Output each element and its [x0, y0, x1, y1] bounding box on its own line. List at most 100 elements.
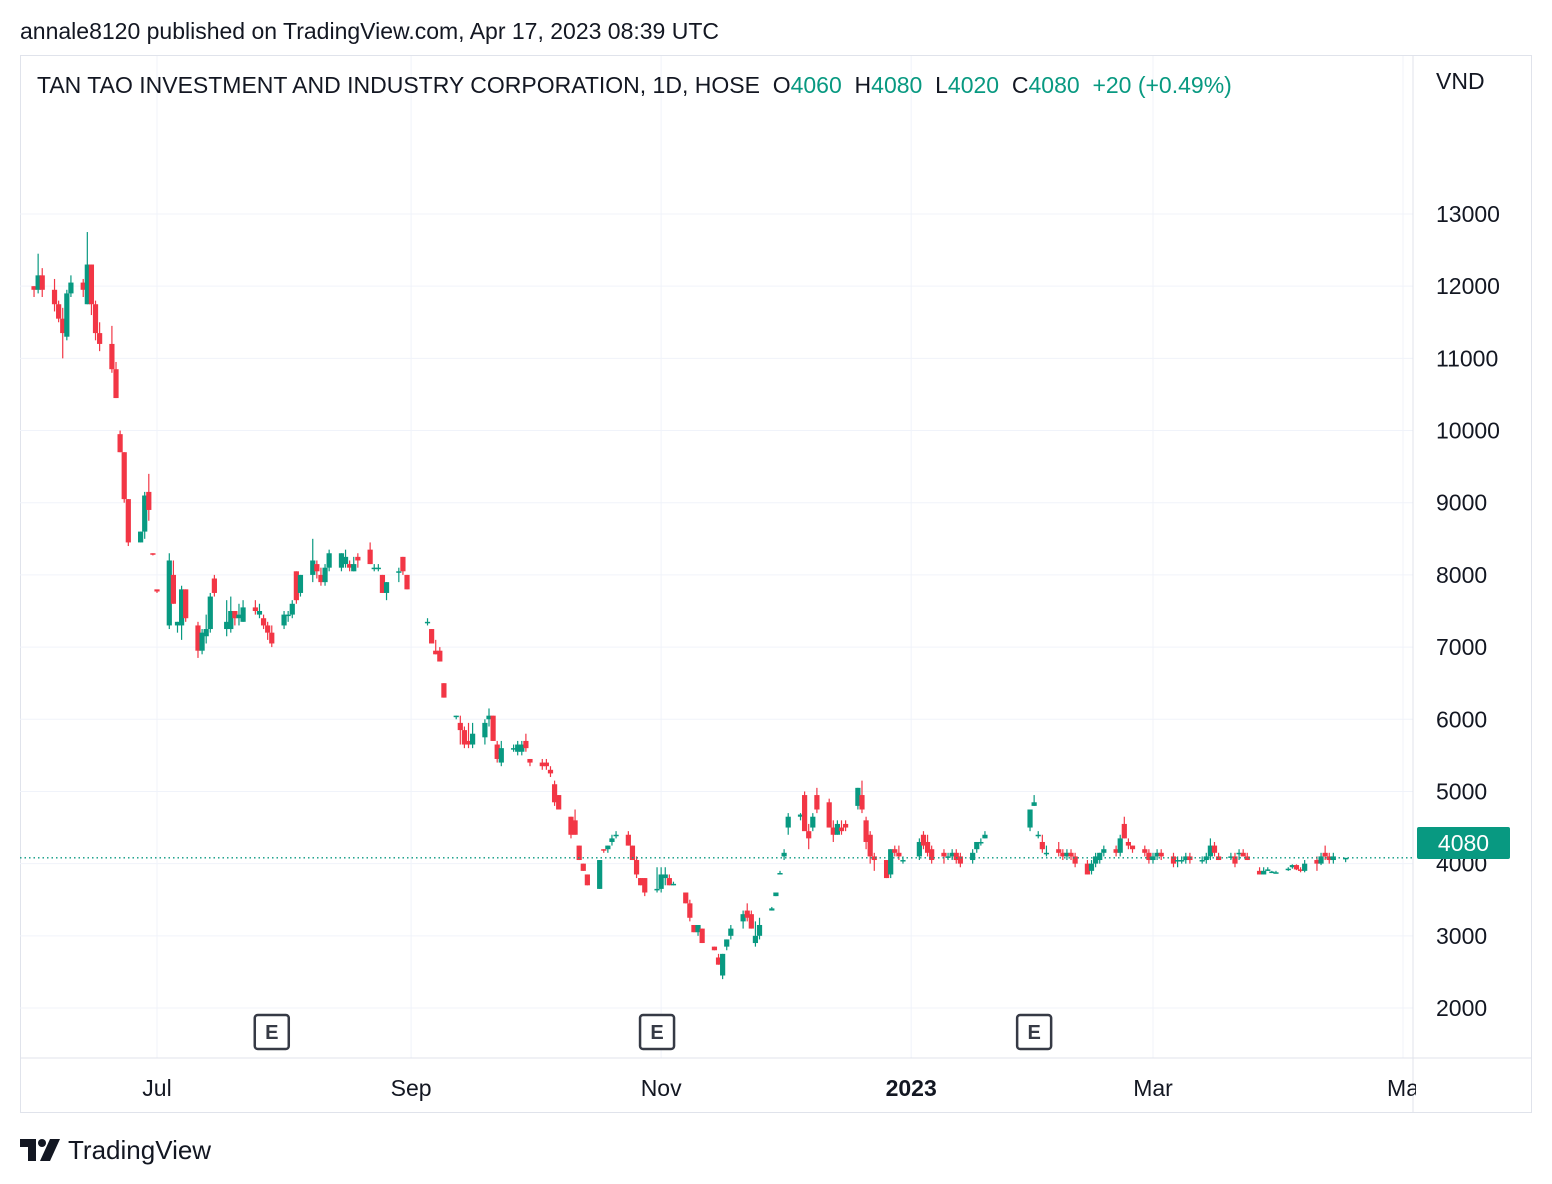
candle-body	[232, 611, 238, 619]
candle-body	[666, 878, 672, 886]
candle-body	[777, 873, 783, 875]
candle-body	[802, 795, 808, 832]
chart-frame	[20, 55, 1532, 1113]
candle-body	[289, 603, 295, 615]
x-tick-label: Mar	[1133, 1075, 1173, 1101]
candle-body	[1273, 872, 1279, 874]
candle-body	[605, 845, 611, 850]
candle-body	[1256, 870, 1263, 875]
x-tick-label: Nov	[641, 1075, 682, 1101]
candle-body	[1170, 856, 1177, 864]
candle-body	[1097, 852, 1103, 861]
y-tick-label: 2000	[1436, 995, 1487, 1021]
candle-body	[1154, 852, 1160, 857]
low-label: L	[935, 72, 948, 98]
earnings-marker-icon: E	[253, 1013, 291, 1051]
candle-body	[240, 607, 246, 622]
candle-body	[543, 762, 549, 767]
candle-body	[556, 795, 562, 810]
candle-body	[1261, 870, 1267, 875]
grid-lines	[20, 56, 1531, 1112]
candle-body	[35, 275, 41, 290]
candle-body	[957, 856, 963, 864]
candle-body	[178, 589, 185, 626]
candle-body	[351, 564, 357, 572]
candle-body	[941, 852, 947, 857]
candle-body	[867, 834, 873, 857]
candle-body	[322, 567, 328, 583]
y-tick-label: 9000	[1436, 490, 1487, 516]
candle-body	[117, 434, 123, 453]
candle-body	[527, 758, 533, 763]
y-tick-label: 10000	[1436, 418, 1500, 444]
candle-body	[1113, 849, 1119, 853]
tradingview-wordmark: TradingView	[68, 1134, 212, 1165]
candle-body	[1088, 863, 1095, 871]
y-tick-label: 8000	[1436, 562, 1487, 588]
candle-body	[1343, 857, 1349, 860]
candle-body	[39, 275, 45, 290]
candle-body	[88, 264, 95, 305]
candle-body	[920, 834, 927, 846]
candle-body	[486, 715, 492, 720]
candle-body	[683, 892, 689, 904]
candle-body	[174, 621, 181, 626]
candle-body	[1285, 868, 1291, 871]
candle-body	[572, 820, 578, 835]
x-tick-label: Jul	[142, 1075, 171, 1101]
candle-body	[510, 748, 517, 750]
candle-body	[744, 910, 750, 918]
candle-body	[855, 787, 861, 806]
candle-body	[150, 553, 156, 555]
candle-body	[1314, 860, 1320, 864]
candle-body	[888, 849, 894, 875]
candle-body	[396, 571, 402, 573]
candle-body	[461, 730, 468, 745]
candle-body	[1121, 823, 1127, 839]
candle-body	[1150, 856, 1156, 861]
candle-body	[211, 578, 217, 593]
candle-body	[367, 549, 373, 565]
y-tick-label: 5000	[1436, 778, 1487, 804]
candle-body	[228, 611, 234, 630]
candle-body	[203, 629, 209, 637]
tradingview-branding[interactable]: TradingView	[20, 1134, 211, 1166]
earnings-marker-box	[638, 1013, 676, 1051]
candle-body	[924, 841, 931, 853]
candle-body	[740, 914, 746, 922]
candle-body	[834, 823, 840, 835]
candle-body	[125, 499, 131, 543]
candle-body	[699, 928, 705, 944]
candle-body	[326, 553, 332, 568]
candle-body	[1064, 852, 1070, 857]
candle-body	[523, 740, 529, 749]
candle-body	[785, 816, 791, 828]
candle-body	[748, 914, 754, 929]
candle-body	[1203, 856, 1209, 861]
close-value: 4080	[1028, 72, 1080, 98]
price-axis: 2000300040005000600070008000900010000110…	[1436, 201, 1500, 1021]
candle-body	[613, 834, 619, 837]
earnings-marker-letter: E	[1027, 1022, 1040, 1044]
symbol-title: TAN TAO INVESTMENT AND INDUSTRY CORPORAT…	[37, 72, 760, 98]
candle-body	[584, 874, 590, 886]
candle-body	[1060, 852, 1066, 857]
candle-body	[842, 823, 849, 828]
candle-body	[1084, 863, 1091, 875]
candle-body	[371, 567, 377, 570]
candle-body	[896, 852, 902, 857]
candle-body	[1302, 863, 1308, 871]
candle-body	[224, 621, 230, 630]
candle-body	[691, 924, 697, 933]
candle-body	[498, 748, 504, 763]
candle-body	[519, 744, 525, 752]
x-tick-label: Ma	[1387, 1075, 1419, 1101]
candle-body	[318, 574, 324, 583]
candle-body	[1142, 849, 1148, 853]
candle-body	[1199, 860, 1205, 862]
candle-body	[1330, 856, 1336, 861]
high-label: H	[854, 72, 872, 98]
earnings-marker-icon: E	[638, 1013, 676, 1051]
